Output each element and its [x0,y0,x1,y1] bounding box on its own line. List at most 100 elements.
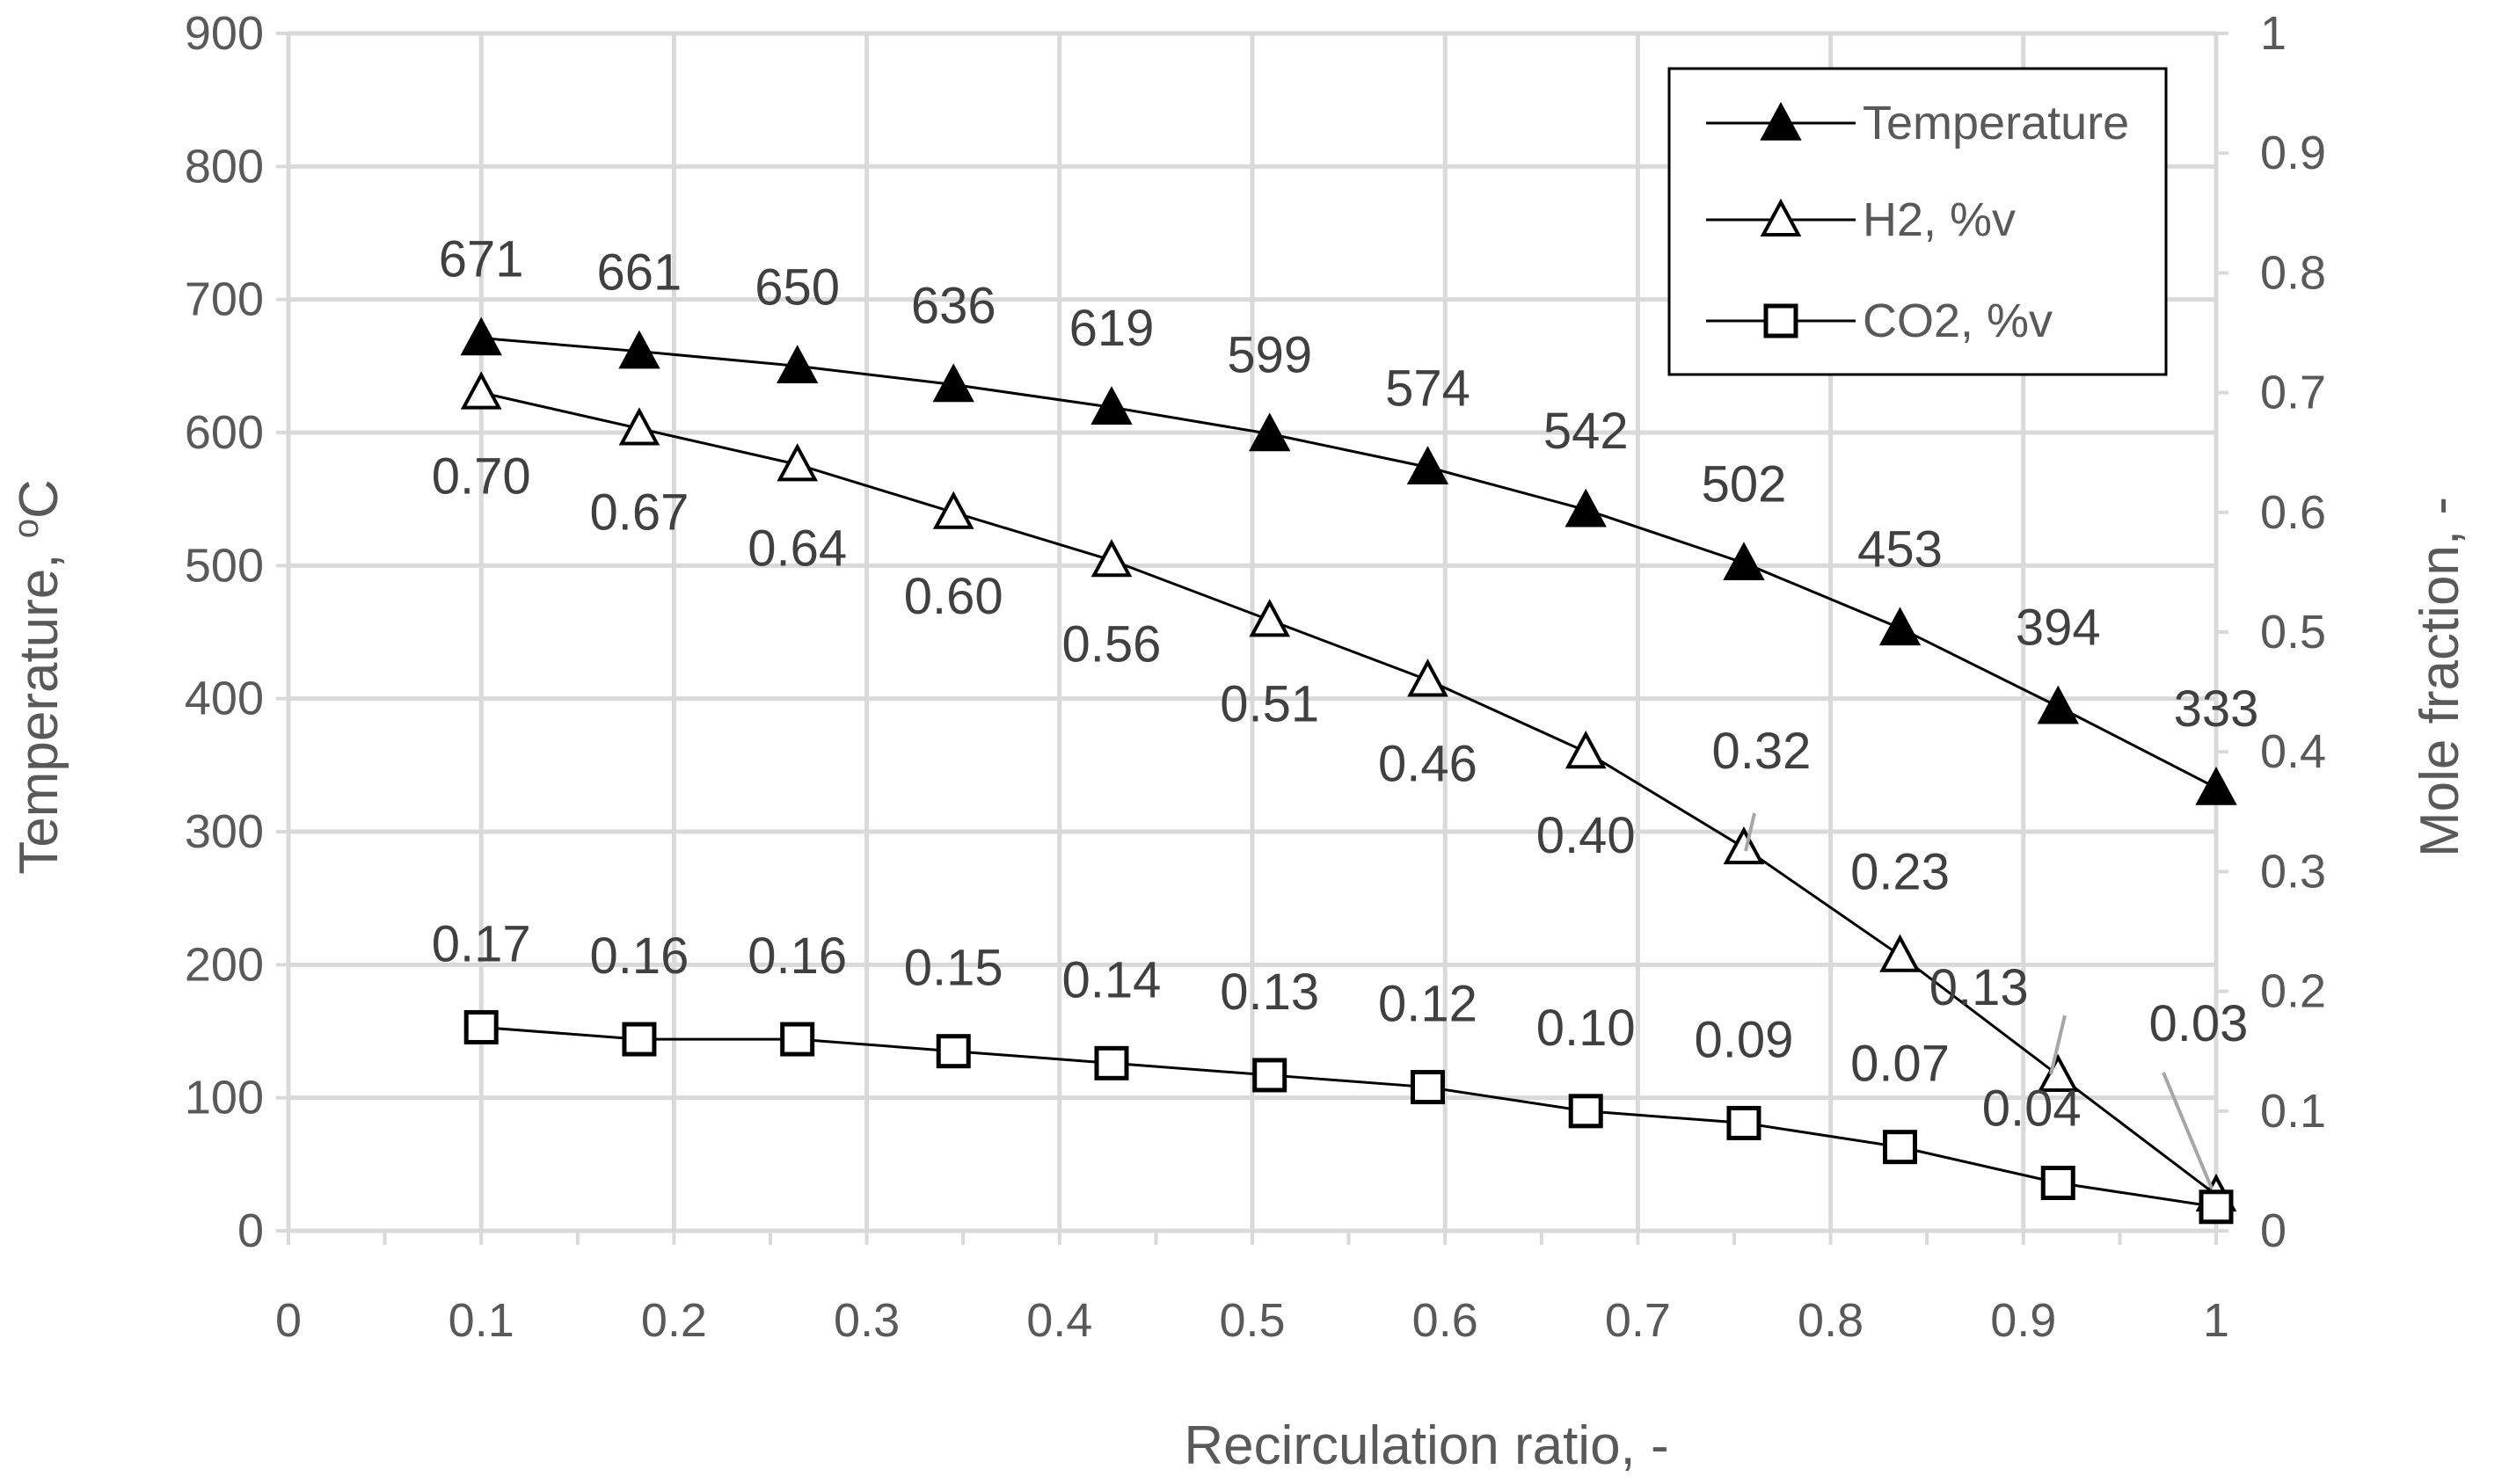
data-label: 542 [1543,403,1629,460]
degree-superscript: o [7,519,46,538]
data-label: 0.51 [1220,675,1319,732]
y-right-tick-label: 0.1 [2260,1085,2326,1138]
y-left-axis-title: Temperature, oC [7,479,69,875]
legend: Temperature H2, %v CO2, %v [1667,67,2168,376]
data-point [1406,446,1449,485]
data-point [1249,599,1291,637]
data-label: 661 [597,244,682,302]
data-point [1090,539,1133,578]
y-right-tick-label: 0 [2260,1204,2287,1257]
x-tick-label: 0 [275,1294,302,1347]
data-label: 599 [1227,327,1312,384]
data-point [1407,658,1448,697]
y-left-tick-label: 0 [237,1204,264,1257]
label-leader-line [1744,812,1756,852]
data-point [777,345,819,384]
x-axis-title: Recirculation ratio, - [1184,1415,1668,1476]
x-tick-label: 0.4 [1026,1294,1092,1347]
data-label: 0.17 [432,915,531,972]
data-label: 0.13 [1929,959,2029,1016]
y-left-tick-label: 600 [185,406,264,459]
data-point [1726,1105,1761,1140]
data-label: 0.13 [1220,964,1319,1021]
x-tick-label: 0.7 [1605,1294,1671,1347]
x-tick-label: 0.9 [1990,1294,2056,1347]
series-line-1 [480,391,2217,1197]
y-left-tick-label: 100 [185,1072,264,1124]
data-label: 0.40 [1536,807,1636,864]
data-label: 619 [1069,300,1155,357]
data-label: 0.64 [748,520,847,577]
y-right-tick-label: 0.3 [2260,845,2326,898]
data-label: 671 [439,231,524,288]
data-point [463,1009,499,1044]
data-label: 650 [755,258,840,316]
data-point [932,491,974,529]
data-label: 636 [911,278,996,335]
data-point [777,443,819,482]
data-point [2195,766,2237,805]
data-label: 0.46 [1378,735,1477,792]
y-left-tick-label: 800 [185,140,264,193]
data-label: 453 [1857,520,1943,578]
data-point [1723,826,1765,865]
data-point [622,1022,657,1057]
data-label: 333 [2174,680,2259,738]
x-tick-label: 0.3 [834,1294,900,1347]
data-label: 502 [1702,455,1787,513]
y-right-axis-title: Mole fraction, - [2410,497,2470,857]
data-point [1723,542,1765,581]
y-right-tick-label: 0.5 [2260,606,2326,658]
data-point [932,363,974,403]
axes: 0 100 200 300 400 500 600 700 800 900 0 0.1 0.2 0.3 0.… [185,7,2326,1347]
data-label: 394 [2016,600,2101,657]
data-label: 0.16 [589,928,689,985]
y-left-tick-label: 500 [185,539,264,592]
y-left-tick-label: 300 [185,805,264,858]
data-label: 574 [1385,360,1470,417]
data-point [1879,934,1921,972]
data-label: 0.67 [589,484,689,541]
y-left-tick-label: 400 [185,673,264,725]
x-tick-label: 0.8 [1798,1294,1864,1347]
data-point [1564,488,1607,527]
y-right-tick-label: 0.6 [2260,486,2326,539]
y-right-tick-label: 1 [2260,7,2287,60]
data-point [1564,730,1607,769]
y-left-tick-label: 200 [185,938,264,991]
legend-box [1667,67,2168,376]
data-label: 0.23 [1850,844,1950,901]
data-point [1094,1045,1129,1080]
y-right-tick-label: 0.7 [2260,367,2326,419]
data-point [618,407,660,446]
legend-marker [1760,198,1802,236]
legend-marker [1760,101,1802,141]
data-point [1878,607,1922,646]
data-label: 0.09 [1695,1011,1794,1068]
series-line-0 [481,337,2217,789]
legend-label: Temperature [1863,97,2129,149]
label-leader-line [2049,1015,2067,1075]
data-label: 0.10 [1536,1000,1636,1057]
data-label: 0.12 [1378,976,1477,1033]
series [460,316,2237,1225]
data-point [1410,1070,1445,1105]
data-point [2037,685,2079,724]
data-point [1090,386,1133,425]
legend-marker [1763,303,1798,338]
y-left-tick-label: 700 [185,273,264,326]
data-point [618,330,660,369]
data-point [1249,412,1291,452]
data-point [460,371,502,410]
data-label: 0.70 [432,448,531,506]
legend-label: H2, %v [1863,193,2016,246]
x-tick-label: 0.6 [1412,1294,1478,1347]
x-tick-label: 0.1 [449,1294,514,1347]
data-point [780,1022,815,1057]
y-right-tick-label: 0.9 [2260,127,2326,179]
data-label: 0.07 [1850,1036,1950,1093]
data-point [2199,1189,2234,1225]
label-leader-line [2162,1072,2214,1189]
y-left-tick-label: 900 [185,7,264,60]
